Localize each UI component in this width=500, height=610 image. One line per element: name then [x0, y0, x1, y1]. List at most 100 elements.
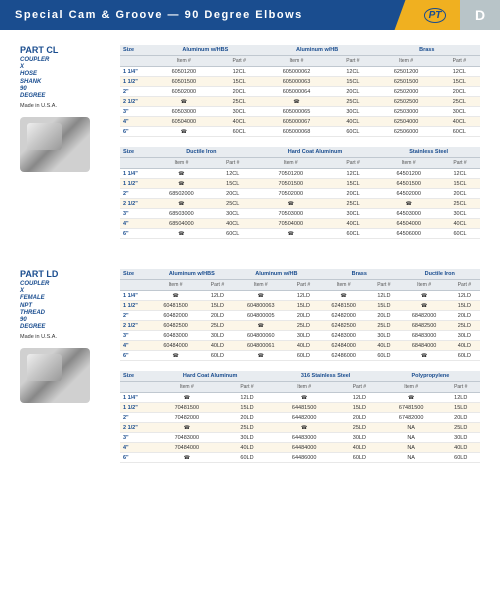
- data-cell: 30CL: [439, 107, 480, 117]
- data-cell: 62501200: [374, 67, 439, 77]
- data-cell: 60CL: [329, 229, 377, 239]
- data-cell: 20CL: [439, 87, 480, 97]
- table-row: 2 1/2"☎25CL☎25CL☎25CL: [120, 199, 480, 209]
- material-header: Hard Coat Aluminum: [150, 371, 270, 382]
- data-cell: 40CL: [213, 219, 253, 229]
- page-title: Special Cam & Groove — 90 Degree Elbows: [0, 0, 410, 30]
- data-cell: 40CL: [332, 117, 373, 127]
- data-cell: 30LD: [288, 331, 319, 341]
- data-cell: 15LD: [224, 403, 271, 413]
- data-cell: 64481500: [270, 403, 338, 413]
- data-cell: 62503000: [374, 107, 439, 117]
- data-cell: 67481500: [381, 403, 442, 413]
- spec-table: SizeAluminum w/HBSAluminum w/HBBrassItem…: [120, 45, 480, 137]
- part-image: [20, 348, 90, 403]
- data-cell: 15LD: [441, 403, 480, 413]
- data-cell: 68482500: [400, 321, 449, 331]
- size-cell: 1 1/2": [120, 179, 150, 189]
- data-cell: ☎: [150, 453, 224, 463]
- size-cell: 1 1/4": [120, 393, 150, 403]
- part-section: PART CL COUPLERXHOSESHANK90DEGREE Made i…: [20, 45, 480, 249]
- size-cell: 1 1/2": [120, 77, 150, 87]
- material-header: Hard Coat Aluminum: [253, 147, 378, 158]
- part-title: PART LD: [20, 269, 110, 279]
- data-cell: 60CL: [213, 229, 253, 239]
- data-cell: 60LD: [441, 453, 480, 463]
- size-cell: 1 1/2": [120, 301, 150, 311]
- data-cell: 15CL: [439, 77, 480, 87]
- data-cell: 12LD: [224, 393, 271, 403]
- data-cell: ☎: [150, 127, 218, 137]
- data-cell: 62504000: [374, 117, 439, 127]
- data-cell: 30CL: [218, 107, 261, 117]
- data-cell: NA: [381, 443, 442, 453]
- data-cell: 605000068: [261, 127, 333, 137]
- size-cell: 2 1/2": [120, 423, 150, 433]
- table-row: 3"6048300030LD60480006030LD6248300030LD6…: [120, 331, 480, 341]
- data-cell: 62506000: [374, 127, 439, 137]
- sub-header: Item #: [150, 382, 224, 393]
- part-description: COUPLERXFEMALENPTTHREAD90DEGREE: [20, 281, 110, 331]
- data-cell: 20LD: [368, 311, 399, 321]
- sub-header: Part #: [449, 280, 480, 291]
- data-cell: 40LD: [449, 341, 480, 351]
- table-row: 2 1/2"☎25CL☎25CL6250250025CL: [120, 97, 480, 107]
- table-row: 1 1/4"☎12LD☎12LD☎12LD: [120, 393, 480, 403]
- table-row: 2"6850200020CL7050200020CL6450200020CL: [120, 189, 480, 199]
- size-cell: 4": [120, 219, 150, 229]
- data-cell: 60LD: [288, 351, 319, 361]
- table-row: 6"☎60LD☎60LD6248600060LD☎60LD: [120, 351, 480, 361]
- data-cell: 12CL: [332, 67, 373, 77]
- data-cell: ☎: [150, 179, 213, 189]
- data-cell: 60CL: [332, 127, 373, 137]
- data-cell: 64486000: [270, 453, 338, 463]
- material-header: Ductile Iron: [150, 147, 253, 158]
- data-cell: 25CL: [218, 97, 261, 107]
- data-cell: ☎: [150, 97, 218, 107]
- data-cell: 64501500: [377, 179, 440, 189]
- size-cell: 3": [120, 331, 150, 341]
- sub-header: Part #: [224, 382, 271, 393]
- data-cell: 20LD: [338, 413, 381, 423]
- data-cell: 40LD: [368, 341, 399, 351]
- data-cell: 40CL: [218, 117, 261, 127]
- data-cell: 25CL: [440, 199, 480, 209]
- data-cell: 12LD: [201, 291, 234, 301]
- data-cell: 60484000: [150, 341, 201, 351]
- material-header: Polypropylene: [381, 371, 480, 382]
- table-row: 4"6048400040LD60480006140LD6248400040LD6…: [120, 341, 480, 351]
- data-cell: 15CL: [329, 179, 377, 189]
- data-cell: 30CL: [440, 209, 480, 219]
- material-header: 316 Stainless Steel: [270, 371, 380, 382]
- material-header: Aluminum w/HB: [234, 269, 319, 280]
- data-cell: ☎: [270, 423, 338, 433]
- size-cell: 2 1/2": [120, 199, 150, 209]
- data-cell: 605000065: [261, 107, 333, 117]
- table-row: 6"☎60CL60500006860CL6250600060CL: [120, 127, 480, 137]
- sub-header: Item #: [150, 158, 213, 169]
- table-row: 3"7048300030LD6448300030LDNA30LD: [120, 433, 480, 443]
- data-cell: 68504000: [150, 219, 213, 229]
- size-cell: 4": [120, 117, 150, 127]
- data-cell: 604800060: [234, 331, 288, 341]
- data-cell: 605000062: [261, 67, 333, 77]
- data-cell: 60LD: [338, 453, 381, 463]
- sub-header: Part #: [441, 382, 480, 393]
- part-info: PART LD COUPLERXFEMALENPTTHREAD90DEGREE …: [20, 269, 120, 473]
- table-row: 3"6850300030CL7050300030CL6450300030CL: [120, 209, 480, 219]
- data-cell: 70482000: [150, 413, 224, 423]
- material-header: Stainless Steel: [377, 147, 480, 158]
- sub-header: Part #: [332, 56, 373, 67]
- table-row: 1 1/4"6050120012CL60500006212CL625012001…: [120, 67, 480, 77]
- data-cell: 12LD: [288, 291, 319, 301]
- data-cell: 15LD: [449, 301, 480, 311]
- part-description: COUPLERXHOSESHANK90DEGREE: [20, 57, 110, 100]
- size-cell: 1 1/2": [120, 403, 150, 413]
- data-cell: 60504000: [150, 117, 218, 127]
- data-cell: 40LD: [441, 443, 480, 453]
- part-section: PART LD COUPLERXFEMALENPTTHREAD90DEGREE …: [20, 269, 480, 473]
- data-cell: 25CL: [213, 199, 253, 209]
- data-cell: 30CL: [213, 209, 253, 219]
- spec-table: SizeHard Coat Aluminum316 Stainless Stee…: [120, 371, 480, 463]
- part-made-label: Made in U.S.A.: [20, 103, 110, 109]
